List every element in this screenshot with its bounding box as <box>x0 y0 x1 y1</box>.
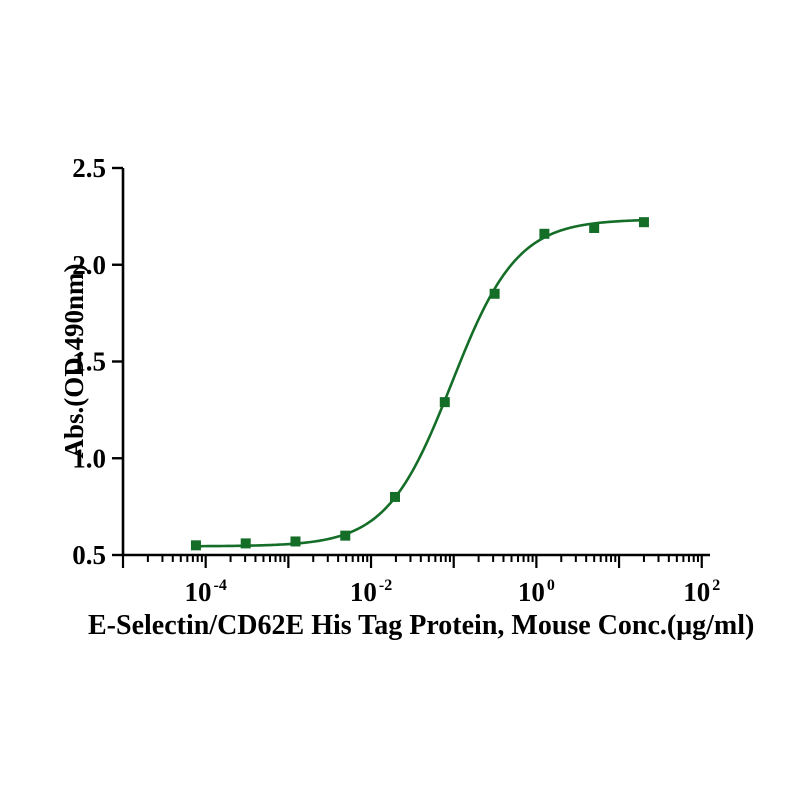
data-point-marker <box>539 228 550 239</box>
data-point-marker <box>638 217 649 228</box>
y-tick-label: 1.5 <box>72 347 106 377</box>
data-point-marker <box>240 538 251 549</box>
data-point-marker <box>340 530 351 541</box>
data-point-marker <box>290 536 301 547</box>
y-tick-label: 0.5 <box>72 540 106 570</box>
data-point-marker <box>489 288 500 299</box>
y-tick-label: 2.0 <box>72 250 106 280</box>
data-point-marker <box>190 540 201 551</box>
y-tick-label: 2.5 <box>72 153 106 183</box>
axis-frame <box>121 168 710 557</box>
data-point-marker <box>589 222 600 233</box>
x-tick-label: 10 2 <box>683 577 720 607</box>
fit-curve <box>195 218 644 548</box>
data-point-marker <box>390 491 401 502</box>
x-axis-title: E-Selectin/CD62E His Tag Protein, Mouse … <box>88 610 755 641</box>
x-tick-label: 10 -4 <box>185 577 227 607</box>
y-tick-label: 1.0 <box>72 443 106 473</box>
data-point-marker <box>439 397 450 408</box>
x-tick-label: 10 0 <box>518 577 555 607</box>
y-axis-title: Abs.(OD.490nm) <box>59 263 89 459</box>
x-tick-label: 10 -2 <box>350 577 392 607</box>
